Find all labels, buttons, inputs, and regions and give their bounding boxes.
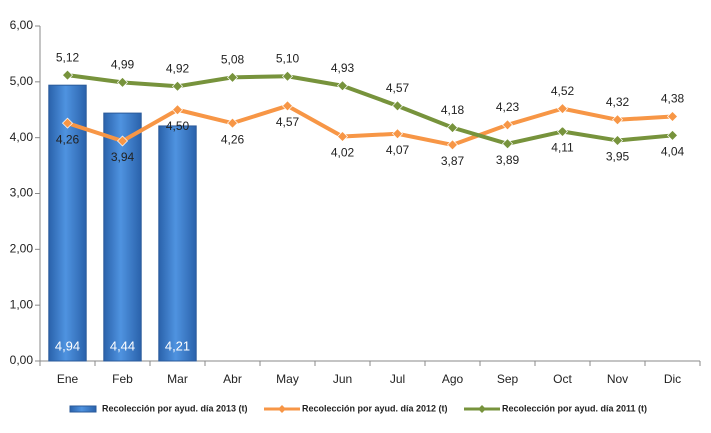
- marker: [62, 117, 73, 129]
- data-label: 4,99: [111, 58, 135, 72]
- y-tick-label: 1,00: [10, 297, 34, 311]
- marker: [447, 139, 458, 151]
- marker: [612, 134, 623, 146]
- marker: [667, 129, 678, 141]
- data-label: 3,89: [496, 153, 520, 167]
- bar-label: 4,21: [165, 338, 190, 353]
- legend-label: Recolección por ayud. día 2013 (t): [102, 403, 248, 413]
- data-label: 4,52: [551, 84, 575, 98]
- marker: [62, 69, 73, 81]
- data-label: 4,07: [386, 143, 410, 157]
- legend-swatch: [69, 405, 97, 413]
- marker: [557, 126, 568, 138]
- y-tick-label: 4,00: [10, 130, 34, 144]
- x-tick-label: Ago: [442, 372, 464, 386]
- x-tick-label: Nov: [607, 372, 628, 386]
- marker: [172, 80, 183, 92]
- marker: [502, 138, 513, 150]
- marker: [667, 110, 678, 122]
- marker: [447, 122, 458, 134]
- x-tick-label: Oct: [553, 372, 572, 386]
- marker: [337, 80, 348, 92]
- marker: [227, 71, 238, 83]
- legend-label: Recolección por ayud. día 2012 (t): [302, 403, 448, 413]
- marker: [227, 117, 238, 129]
- data-label: 4,93: [331, 61, 355, 75]
- y-tick-label: 3,00: [10, 186, 34, 200]
- marker: [172, 104, 183, 116]
- data-label: 5,12: [56, 50, 80, 64]
- x-tick-label: Jun: [333, 372, 352, 386]
- marker: [117, 135, 128, 147]
- data-label: 4,26: [221, 132, 245, 146]
- x-tick-label: Sep: [497, 372, 519, 386]
- marker: [337, 131, 348, 143]
- bar: [103, 112, 142, 362]
- x-tick-label: Feb: [112, 372, 133, 386]
- legend-label: Recolección por ayud. día 2011 (t): [502, 403, 647, 413]
- marker: [392, 128, 403, 140]
- y-tick-label: 0,00: [10, 353, 34, 367]
- line: [67, 73, 673, 146]
- data-label: 4,57: [386, 81, 410, 95]
- data-label: 3,95: [606, 150, 630, 164]
- marker: [392, 100, 403, 112]
- data-label: 4,38: [661, 92, 685, 106]
- x-tick-label: Jul: [390, 372, 405, 386]
- x-tick-label: May: [276, 372, 299, 386]
- y-tick-label: 5,00: [10, 74, 34, 88]
- line: [66, 103, 673, 147]
- y-tick-label: 6,00: [10, 18, 34, 32]
- bar: [158, 125, 197, 362]
- marker: [557, 103, 568, 115]
- data-label: 4,04: [661, 145, 685, 159]
- x-tick-label: Ene: [57, 372, 79, 386]
- data-label: 4,02: [331, 146, 355, 160]
- x-tick-label: Abr: [223, 372, 242, 386]
- data-label: 4,92: [166, 61, 190, 75]
- data-label: 4,50: [166, 119, 190, 133]
- marker: [117, 76, 128, 88]
- data-label: 4,26: [56, 132, 80, 146]
- data-label: 4,18: [441, 103, 465, 117]
- data-label: 4,57: [276, 115, 300, 129]
- data-label: 4,23: [496, 100, 520, 114]
- marker: [612, 114, 623, 126]
- bar-label: 4,44: [110, 338, 135, 353]
- data-label: 3,87: [441, 154, 465, 168]
- bar-label: 4,94: [55, 338, 80, 353]
- data-label: 4,32: [606, 95, 630, 109]
- marker: [282, 100, 293, 112]
- marker: [282, 70, 293, 82]
- y-tick-label: 2,00: [10, 242, 34, 256]
- bar: [48, 84, 87, 362]
- x-tick-label: Mar: [167, 372, 188, 386]
- marker: [502, 119, 513, 131]
- x-tick-label: Dic: [664, 372, 681, 386]
- data-label: 5,10: [276, 51, 300, 65]
- data-label: 3,94: [111, 150, 135, 164]
- legend-marker: [278, 405, 286, 413]
- legend-marker: [478, 405, 486, 413]
- data-label: 5,08: [221, 53, 245, 67]
- data-label: 4,11: [551, 141, 574, 155]
